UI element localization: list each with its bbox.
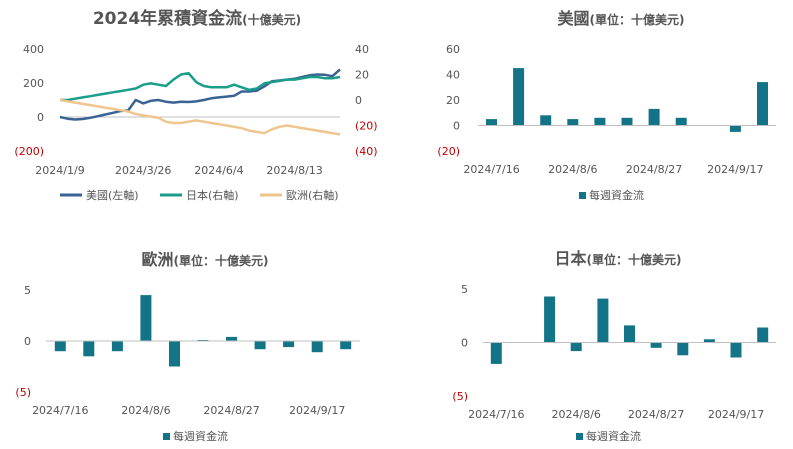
legend-entry: 每週資金流 — [163, 429, 228, 443]
bar — [730, 342, 742, 358]
bar — [111, 341, 123, 352]
y-axis-tick-label: 20 — [446, 94, 460, 107]
bar — [757, 327, 769, 343]
y-axis-tick-label: 60 — [446, 43, 460, 56]
right-axis-tick-label: 0 — [355, 94, 362, 107]
y-axis-tick-label: 0 — [461, 337, 468, 350]
x-axis-tick-label: 2024/3/26 — [115, 164, 171, 177]
europe-weekly-flow-chart: 歐洲(單位：十億美元) 5 0 (5)2024/7/16 2024/8/6 2024/8/… — [15, 250, 360, 443]
bar — [83, 341, 95, 357]
legend-entry: 歐洲(右軸) — [260, 188, 339, 202]
bar — [648, 108, 660, 126]
bar — [597, 298, 609, 343]
bar — [567, 119, 579, 126]
legend-label: 美國(左軸) — [86, 188, 139, 202]
bar — [340, 341, 352, 350]
legend-label: 每週資金流 — [173, 429, 228, 443]
legend-label: 歐洲(右軸) — [286, 188, 339, 202]
legend-entry: 每週資金流 — [579, 188, 644, 202]
y-axis-tick-label: (20) — [437, 145, 460, 158]
x-axis-tick-label: 2024/7/16 — [32, 404, 88, 417]
x-axis-tick-label: 2024/9/17 — [289, 404, 345, 417]
x-axis-tick-label: 2024/8/27 — [628, 408, 684, 421]
bar — [544, 296, 556, 343]
bar — [621, 117, 633, 126]
legend-swatch — [163, 433, 170, 440]
x-axis-tick-label: 2024/8/6 — [121, 404, 170, 417]
y-axis-tick-label: 40 — [446, 69, 460, 82]
bar — [675, 117, 687, 126]
chart-title: 歐洲(單位：十億美元) — [142, 250, 269, 269]
japan-weekly-flow-chart: 日本(單位：十億美元) 5 0 (5)2024/7/16 2024/8/6 2024/8/… — [452, 249, 776, 443]
series-line-europe — [59, 98, 341, 136]
bar — [486, 119, 497, 126]
x-axis-tick-label: 2024/1/9 — [35, 164, 84, 177]
x-axis-tick-label: 2024/9/17 — [708, 408, 764, 421]
bar — [513, 68, 525, 126]
chart-title: 2024年累積資金流(十億美元) — [93, 8, 301, 29]
bar — [540, 115, 552, 126]
bar — [490, 342, 502, 364]
legend-swatch — [576, 433, 583, 440]
x-axis-tick-label: 2024/8/6 — [552, 408, 601, 421]
us-weekly-flow-chart: 美國(單位：十億美元) 60 40 20 0 (20)2024/7/16 2024/8/6 2… — [437, 9, 776, 202]
legend-label: 每週資金流 — [586, 429, 641, 443]
bar — [570, 342, 582, 352]
bar — [311, 341, 323, 353]
chart-title: 美國(單位：十億美元) — [558, 9, 685, 28]
y-axis-tick-label: 0 — [453, 120, 460, 133]
chart-title: 日本(單位：十億美元) — [555, 249, 682, 268]
y-axis-tick-label: (5) — [15, 386, 31, 399]
legend-label: 日本(右軸) — [186, 188, 239, 202]
x-axis-tick-label: 2024/8/27 — [203, 404, 259, 417]
x-axis-tick-label: 2024/8/13 — [266, 164, 322, 177]
right-axis-tick-label: (20) — [355, 120, 378, 133]
right-axis-tick-label: 20 — [355, 69, 369, 82]
left-axis-tick-label: 400 — [23, 43, 44, 56]
left-axis-tick-label: (200) — [14, 145, 44, 158]
bar — [624, 325, 635, 343]
bar — [140, 295, 152, 341]
series-line-japan — [60, 71, 341, 102]
bar — [650, 342, 662, 348]
cumulative-flow-chart: 2024年累積資金流(十億美元)4002000(200)40200(20)(40… — [14, 8, 378, 202]
x-axis-tick-label: 2024/8/6 — [548, 163, 597, 176]
bar — [594, 117, 606, 126]
bar — [54, 341, 66, 352]
y-axis-tick-label: 5 — [461, 283, 468, 296]
legend-label: 每週資金流 — [589, 188, 644, 202]
y-axis-tick-label: 5 — [24, 284, 31, 297]
bar — [757, 82, 768, 126]
left-axis-tick-label: 200 — [23, 77, 44, 90]
x-axis-tick-label: 2024/6/4 — [194, 164, 243, 177]
legend-entry: 日本(右軸) — [160, 188, 239, 202]
legend-entry: 每週資金流 — [576, 429, 641, 443]
x-axis-tick-label: 2024/7/16 — [463, 163, 519, 176]
y-axis-tick-label: 0 — [24, 335, 31, 348]
bar — [729, 125, 741, 132]
legend-swatch — [579, 192, 586, 199]
x-axis-tick-label: 2024/9/17 — [707, 163, 763, 176]
right-axis-tick-label: 40 — [355, 43, 369, 56]
x-axis-tick-label: 2024/7/16 — [468, 408, 524, 421]
bar — [226, 336, 237, 341]
bar — [169, 341, 180, 367]
legend-entry: 美國(左軸) — [60, 188, 139, 202]
bar — [677, 342, 689, 356]
bar — [283, 341, 295, 348]
bar — [703, 339, 715, 343]
left-axis-tick-label: 0 — [37, 111, 44, 124]
x-axis-tick-label: 2024/8/27 — [626, 163, 682, 176]
y-axis-tick-label: (5) — [452, 390, 468, 403]
right-axis-tick-label: (40) — [355, 145, 378, 158]
bar — [254, 341, 266, 350]
